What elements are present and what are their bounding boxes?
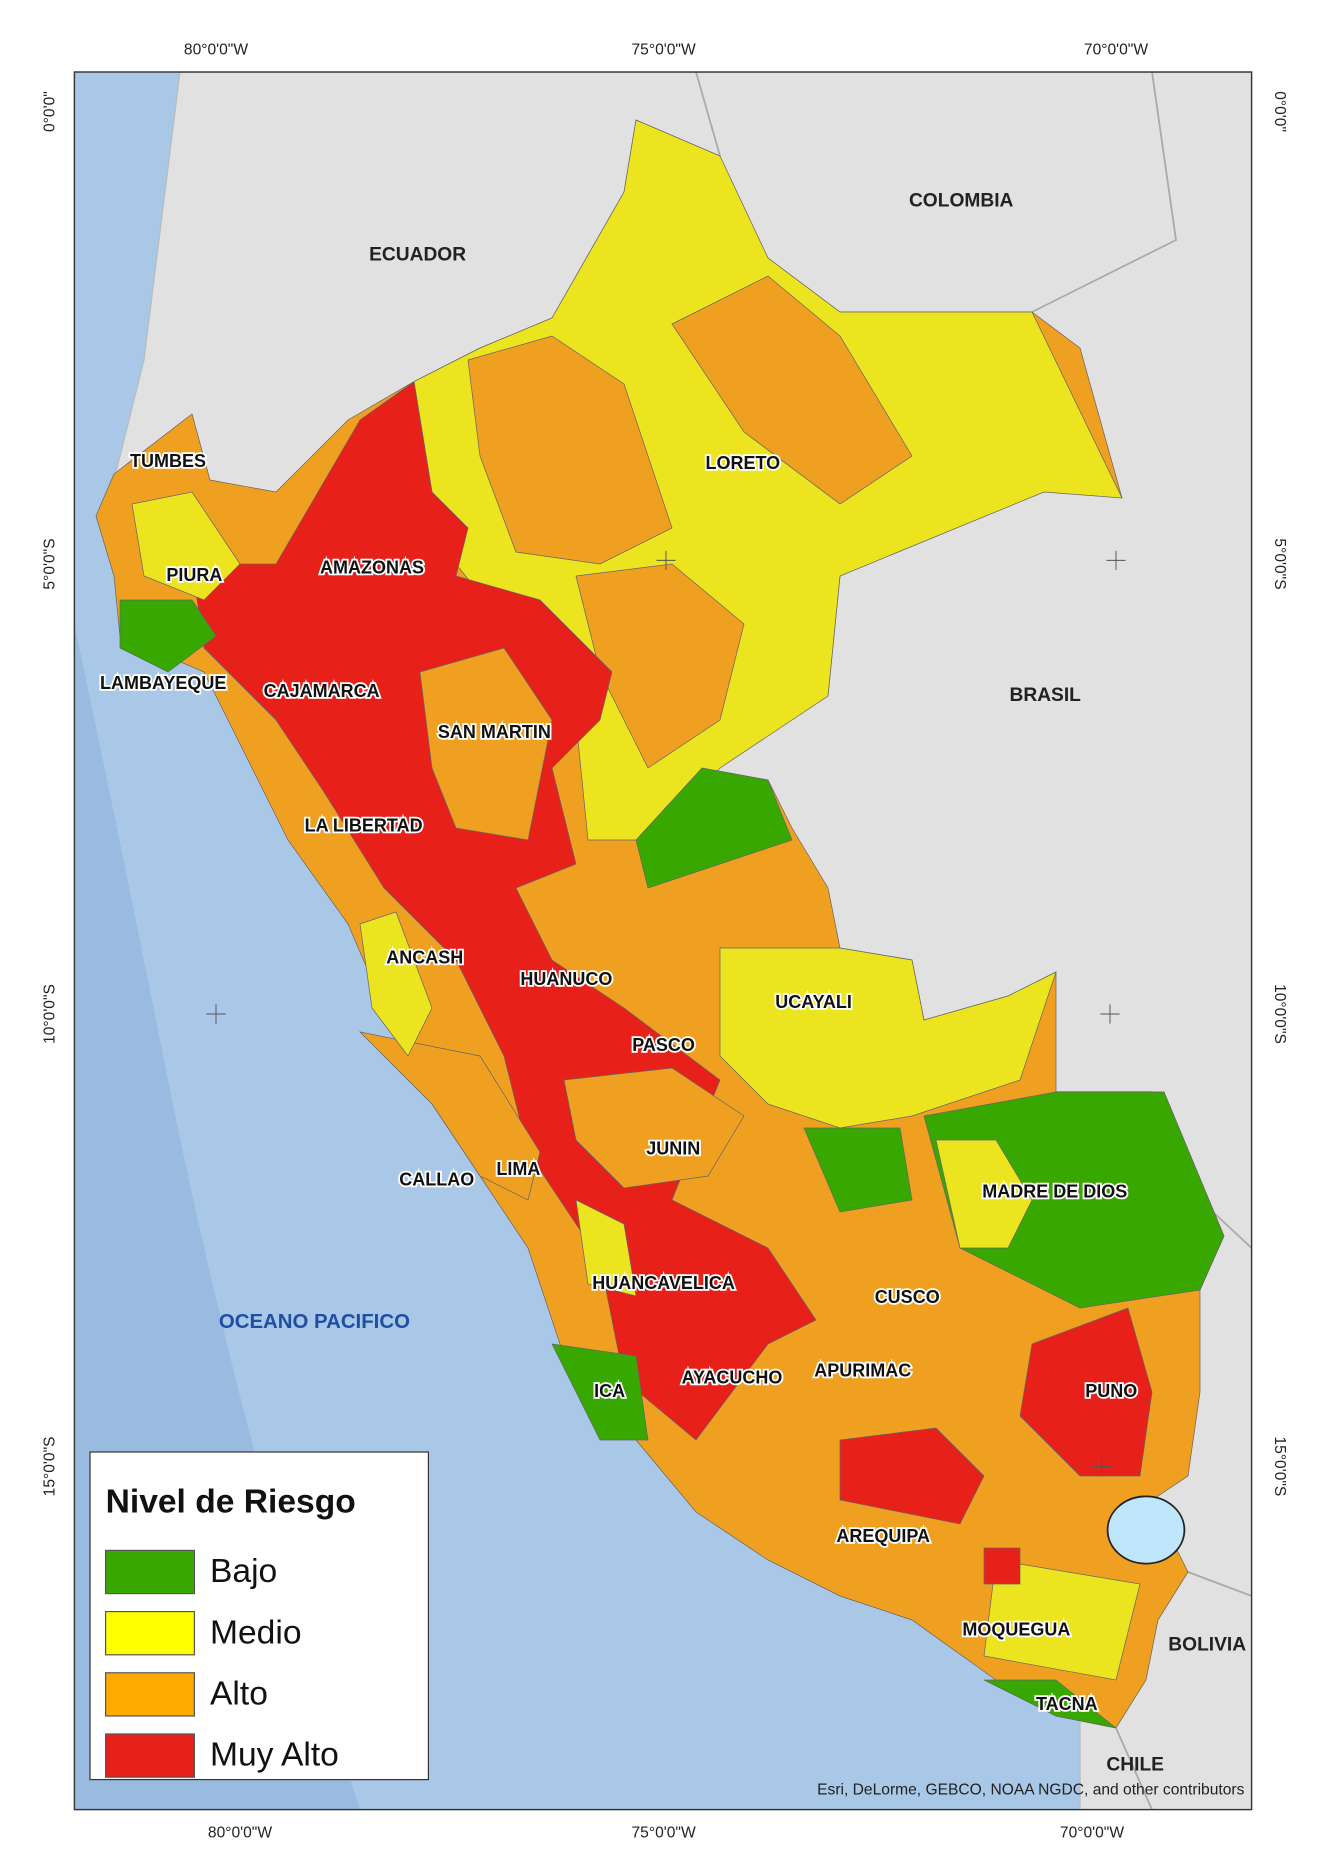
region-label: TACNA (1036, 1694, 1098, 1714)
axis-label: 0°0'0" (42, 91, 59, 132)
region-label: APURIMAC (814, 1360, 911, 1380)
graticule (656, 550, 676, 571)
region-label: ICA (594, 1381, 625, 1401)
region-label: HUANUCO (520, 969, 612, 989)
region-label: CUSCO (875, 1287, 940, 1307)
map-canvas: Nivel de Riesgo Esri, DeLorme, GEBCO, NO… (42, 42, 1289, 1842)
region-label: UCAYALI (775, 992, 852, 1012)
region-label: AYACUCHO (682, 1368, 783, 1388)
legend-label: Medio (210, 1614, 301, 1651)
map-frame (73, 71, 1253, 1811)
region-label: CALLAO (399, 1170, 474, 1190)
country-label: COLOMBIA (909, 191, 1014, 212)
map-body (74, 72, 1252, 1810)
legend-swatch (105, 1549, 196, 1595)
legend-swatch (105, 1611, 196, 1656)
country-label: ECUADOR (369, 245, 466, 266)
axis-label: 70°0'0"W (1084, 42, 1148, 59)
lake-titicaca (1106, 1495, 1186, 1565)
region-label: PASCO (632, 1035, 695, 1055)
deep-ocean (74, 72, 361, 1810)
region-label: HUANCAVELICA (592, 1273, 735, 1293)
axis-label: 80°0'0"W (184, 42, 248, 59)
legend-label: Bajo (210, 1553, 277, 1590)
region-label: LIMA (496, 1159, 540, 1179)
graticule (206, 1004, 226, 1024)
attribution: Esri, DeLorme, GEBCO, NOAA NGDC, and oth… (817, 1782, 1244, 1799)
graticule (1100, 1004, 1120, 1024)
region-label: CAJAMARCA (264, 681, 380, 701)
axis-label: 10°0'0"S (1271, 984, 1288, 1044)
region-label: PUNO (1085, 1381, 1137, 1401)
axis-label: 5°0'0"S (42, 538, 59, 589)
axis-label: 75°0'0"W (632, 42, 696, 59)
country-label: BOLIVIA (1168, 1634, 1246, 1655)
axis-label: 75°0'0"W (632, 1825, 696, 1842)
axis-label: 5°0'0"S (1271, 538, 1288, 589)
legend-swatch (105, 1672, 196, 1717)
region-label: LAMBAYEQUE (100, 673, 226, 693)
region-label: LA LIBERTAD (305, 816, 423, 836)
region-label: MADRE DE DIOS (982, 1182, 1127, 1202)
ocean-label: OCEANO PACIFICO (219, 1311, 410, 1333)
graticule (1092, 1456, 1112, 1477)
region-label: LORETO (705, 453, 780, 473)
country-label: CHILE (1106, 1754, 1164, 1775)
legend-label: Alto (210, 1675, 268, 1712)
legend-title: Nivel de Riesgo (106, 1483, 356, 1520)
region-label: TUMBES (130, 451, 206, 471)
region-label: MOQUEGUA (962, 1620, 1070, 1640)
axis-label: 70°0'0"W (1060, 1825, 1124, 1842)
graticule (1106, 550, 1126, 571)
region-label: JUNIN (646, 1138, 700, 1158)
legend-swatch (105, 1733, 196, 1778)
country-label: BRASIL (1009, 685, 1081, 706)
region-label: PIURA (166, 565, 222, 585)
axis-label: 15°0'0"S (42, 1436, 59, 1496)
legend-label: Muy Alto (210, 1737, 339, 1774)
region-label: AMAZONAS (320, 558, 424, 578)
axis-label: 15°0'0"S (1271, 1436, 1288, 1496)
region-label: SAN MARTIN (438, 722, 551, 742)
region-label: ANCASH (386, 948, 463, 968)
axis-label: 80°0'0"W (208, 1825, 272, 1842)
axis-label: 0°0'0" (1271, 91, 1288, 132)
region-label: AREQUIPA (836, 1526, 930, 1546)
axis-label: 10°0'0"S (42, 984, 59, 1044)
peru (95, 119, 1225, 1729)
